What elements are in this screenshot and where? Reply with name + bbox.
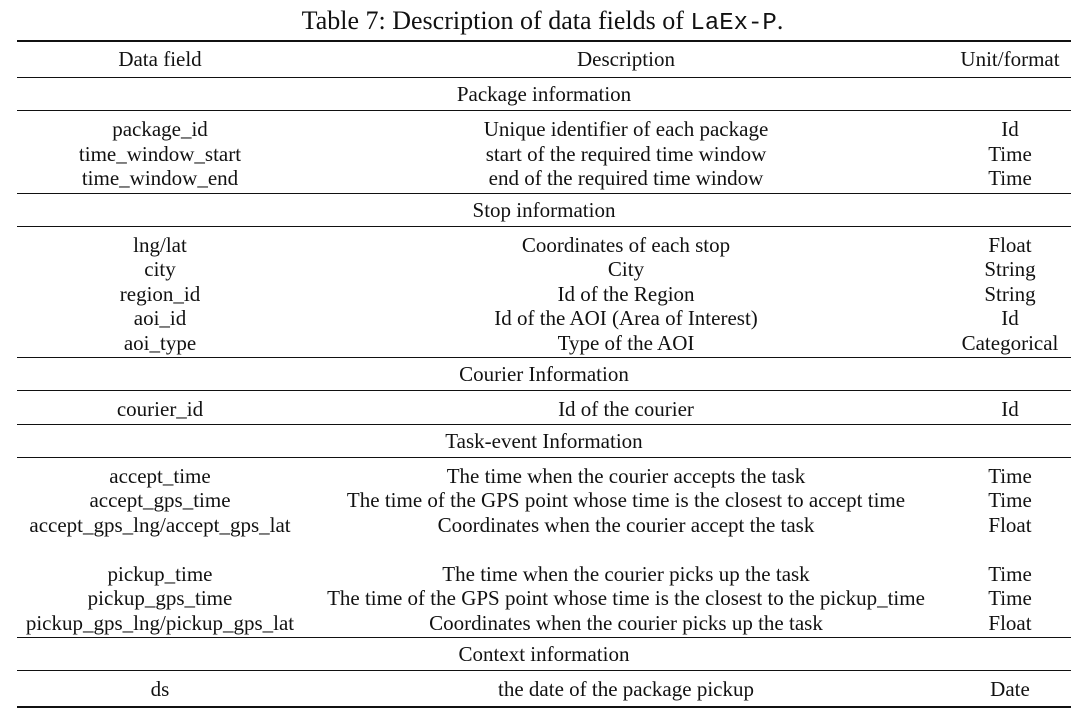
table-row: accept_gps_time The time of the GPS poin… <box>17 488 1071 513</box>
field-cell: aoi_id <box>133 306 187 330</box>
description-cell: The time of the GPS point whose time is … <box>346 488 906 512</box>
field-cell: accept_gps_lng/accept_gps_lat <box>29 512 291 537</box>
field-cell: time_window_end <box>81 166 239 190</box>
table-row: pickup_time The time when the courier pi… <box>17 537 1071 586</box>
field-cell: pickup_time <box>107 561 213 586</box>
field-cell: city <box>144 257 176 281</box>
description-cell: Coordinates when the courier accept the … <box>437 512 815 537</box>
data-fields-table: Data field Description Unit/format Packa… <box>17 40 1071 708</box>
field-cell: aoi_type <box>123 330 197 355</box>
unit-cell: String <box>984 281 1036 306</box>
table-row: region_id Id of the Region String <box>17 282 1071 307</box>
field-cell: lng/lat <box>133 232 187 257</box>
field-cell: ds <box>17 670 303 708</box>
header-row: Data field Description Unit/format <box>17 40 1071 78</box>
field-cell: pickup_gps_lng/pickup_gps_lat <box>25 610 295 635</box>
description-cell: Id of the AOI (Area of Interest) <box>494 306 758 330</box>
description-cell: end of the required time window <box>488 166 764 190</box>
field-cell: accept_gps_time <box>89 488 231 512</box>
column-header-data-field: Data field <box>17 40 303 78</box>
unit-cell: Time <box>988 463 1032 488</box>
unit-cell: Time <box>988 586 1032 610</box>
unit-cell: Float <box>988 512 1032 537</box>
description-cell: The time of the GPS point whose time is … <box>327 586 925 610</box>
table-row: ds the date of the package pickup Date <box>17 670 1071 708</box>
unit-cell: Float <box>988 232 1032 257</box>
section-title: Stop information <box>17 192 1071 227</box>
section-title: Package information <box>17 77 1071 111</box>
description-cell: Unique identifier of each package <box>483 117 769 141</box>
table-row: lng/lat Coordinates of each stop Float <box>17 226 1071 257</box>
column-header-unit-format: Unit/format <box>949 40 1071 78</box>
table-row: time_window_end end of the required time… <box>17 166 1071 193</box>
dataset-name: LaEx-P <box>690 10 777 37</box>
unit-cell: Id <box>1001 397 1019 421</box>
table-row: city City String <box>17 257 1071 282</box>
description-cell: Id of the Region <box>557 281 695 306</box>
description-cell: The time when the courier accepts the ta… <box>446 463 806 488</box>
unit-cell: Time <box>988 141 1032 166</box>
table-row: pickup_gps_time The time of the GPS poin… <box>17 586 1071 611</box>
table-row: package_id Unique identifier of each pac… <box>17 111 1071 142</box>
field-cell: time_window_start <box>78 141 242 166</box>
field-cell: pickup_gps_time <box>87 586 233 610</box>
description-cell: the date of the package pickup <box>303 670 949 708</box>
field-cell: courier_id <box>116 397 204 421</box>
field-cell: region_id <box>119 281 201 306</box>
unit-cell: Id <box>1001 306 1019 330</box>
unit-cell: Date <box>949 670 1071 708</box>
section-title: Task-event Information <box>17 423 1071 458</box>
table-row: accept_time The time when the courier ac… <box>17 457 1071 488</box>
table-caption: Table 7: Description of data fields of L… <box>0 4 1085 41</box>
table-row: aoi_type Type of the AOI Categorical <box>17 331 1071 358</box>
unit-cell: Float <box>988 610 1032 635</box>
description-cell: Coordinates of each stop <box>521 232 731 257</box>
table-row: time_window_start start of the required … <box>17 142 1071 167</box>
section-title: Context information <box>17 637 1071 671</box>
table-row: accept_gps_lng/accept_gps_lat Coordinate… <box>17 513 1071 538</box>
section-row-courier: Courier Information <box>17 357 1071 391</box>
caption-prefix: Table 7: Description of data fields of <box>301 6 691 35</box>
description-cell: City <box>607 257 645 281</box>
field-cell: accept_time <box>109 463 211 488</box>
section-row-package: Package information <box>17 77 1071 111</box>
description-cell: start of the required time window <box>485 141 767 166</box>
section-title: Courier Information <box>17 357 1071 391</box>
description-cell: Coordinates when the courier picks up th… <box>429 610 823 635</box>
description-cell: Id of the courier <box>558 397 694 421</box>
unit-cell: Time <box>988 561 1032 586</box>
unit-cell: Time <box>988 166 1032 190</box>
column-header-description: Description <box>303 40 949 78</box>
description-cell: Type of the AOI <box>557 330 695 355</box>
table-row: pickup_gps_lng/pickup_gps_lat Coordinate… <box>17 611 1071 638</box>
unit-cell: Id <box>1001 117 1019 141</box>
section-row-task-event: Task-event Information <box>17 423 1071 458</box>
table-row: courier_id Id of the courier Id <box>17 391 1071 425</box>
unit-cell: String <box>984 257 1036 281</box>
section-row-stop: Stop information <box>17 192 1071 227</box>
unit-cell: Categorical <box>961 330 1059 355</box>
caption-suffix: . <box>776 6 784 35</box>
unit-cell: Time <box>988 488 1032 512</box>
description-cell: The time when the courier picks up the t… <box>442 561 810 586</box>
field-cell: package_id <box>112 117 208 141</box>
section-row-context: Context information <box>17 637 1071 671</box>
table-row: aoi_id Id of the AOI (Area of Interest) … <box>17 306 1071 331</box>
